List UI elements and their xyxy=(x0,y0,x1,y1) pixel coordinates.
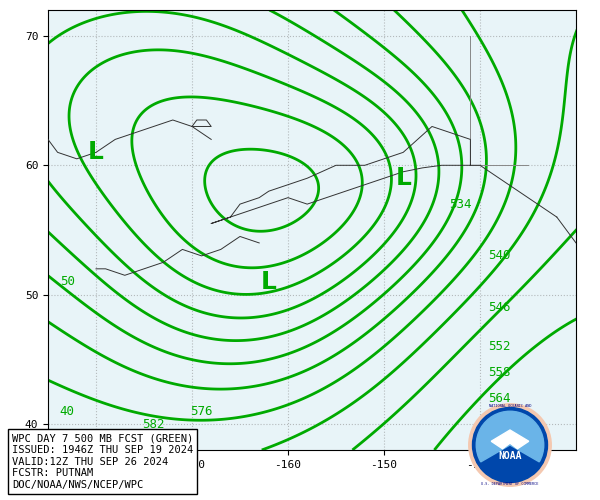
Circle shape xyxy=(469,404,551,486)
Text: 540: 540 xyxy=(488,250,511,262)
Text: L: L xyxy=(395,166,411,190)
Polygon shape xyxy=(491,430,529,449)
Text: 564: 564 xyxy=(488,392,511,404)
Circle shape xyxy=(473,408,548,482)
Text: 576: 576 xyxy=(190,404,213,417)
Text: U.S. DEPARTMENT OF COMMERCE: U.S. DEPARTMENT OF COMMERCE xyxy=(481,482,539,486)
Text: 534: 534 xyxy=(449,198,472,210)
Text: 570: 570 xyxy=(488,411,511,424)
Text: L: L xyxy=(88,140,104,164)
Text: NATIONAL OCEANIC AND: NATIONAL OCEANIC AND xyxy=(489,404,531,407)
Text: 558: 558 xyxy=(488,366,511,379)
Text: WPC DAY 7 500 MB FCST (GREEN)
ISSUED: 1946Z THU SEP 19 2024
VALID:12Z THU SEP 26: WPC DAY 7 500 MB FCST (GREEN) ISSUED: 19… xyxy=(12,434,193,490)
Text: 582: 582 xyxy=(142,418,165,430)
Text: 552: 552 xyxy=(488,340,511,353)
Text: L: L xyxy=(261,270,277,294)
Text: 40: 40 xyxy=(59,404,74,417)
Text: 546: 546 xyxy=(488,301,511,314)
Wedge shape xyxy=(476,411,544,462)
Text: NOAA: NOAA xyxy=(498,451,522,461)
Text: 50: 50 xyxy=(59,276,74,288)
